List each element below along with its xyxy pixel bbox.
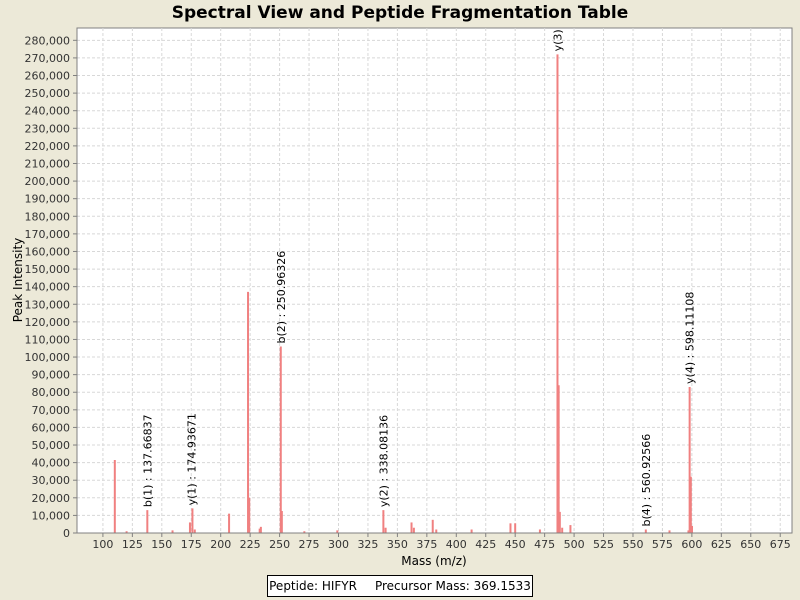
y-tick-label: 180,000 [25, 210, 71, 223]
y-tick-label: 10,000 [32, 509, 71, 522]
x-tick-label: 150 [151, 538, 172, 551]
x-tick-label: 550 [622, 538, 643, 551]
peak-label: y(1) : 174.93671 [185, 413, 198, 505]
y-tick-label: 100,000 [25, 351, 71, 364]
x-axis-label: Mass (m/z) [401, 554, 466, 568]
legend-peptide: Peptide: HIFYR [269, 579, 357, 593]
y-tick-label: 230,000 [25, 122, 71, 135]
y-tick-label: 240,000 [25, 105, 71, 118]
legend-box: Peptide: HIFYR Precursor Mass: 369.1533 [267, 575, 533, 597]
y-tick-label: 250,000 [25, 87, 71, 100]
x-tick-label: 500 [564, 538, 585, 551]
y-tick-label: 120,000 [25, 316, 71, 329]
y-tick-label: 190,000 [25, 193, 71, 206]
x-tick-label: 450 [505, 538, 526, 551]
y-tick-label: 40,000 [32, 457, 71, 470]
x-tick-label: 625 [711, 538, 732, 551]
legend-precursor-mass: Precursor Mass: 369.1533 [375, 579, 531, 593]
y-tick-label: 280,000 [25, 34, 71, 47]
y-tick-label: 200,000 [25, 175, 71, 188]
x-tick-label: 475 [534, 538, 555, 551]
y-tick-label: 160,000 [25, 245, 71, 258]
x-tick-label: 175 [181, 538, 202, 551]
y-tick-label: 270,000 [25, 52, 71, 65]
x-tick-label: 125 [122, 538, 143, 551]
x-tick-label: 225 [240, 538, 261, 551]
x-tick-label: 250 [269, 538, 290, 551]
x-tick-label: 650 [740, 538, 761, 551]
plot-area [77, 28, 792, 533]
y-tick-label: 220,000 [25, 140, 71, 153]
x-tick-label: 425 [475, 538, 496, 551]
x-tick-label: 400 [446, 538, 467, 551]
y-tick-label: 50,000 [32, 439, 71, 452]
peak-label: y(4) : 598.11108 [684, 292, 697, 384]
y-tick-label: 110,000 [25, 333, 71, 346]
y-tick-label: 210,000 [25, 157, 71, 170]
peak-label: y(2) : 338.08136 [377, 415, 390, 507]
x-tick-label: 275 [299, 538, 320, 551]
y-tick-label: 170,000 [25, 228, 71, 241]
x-tick-label: 300 [328, 538, 349, 551]
y-tick-label: 130,000 [25, 298, 71, 311]
x-tick-label: 350 [387, 538, 408, 551]
y-tick-label: 20,000 [32, 492, 71, 505]
y-tick-label: 30,000 [32, 474, 71, 487]
x-tick-label: 675 [770, 538, 791, 551]
peak-label: b(2) : 250.96326 [275, 251, 288, 344]
peak-label: b(1) : 137.66837 [141, 414, 154, 507]
y-axis-label: Peak Intensity [11, 238, 25, 323]
x-tick-label: 575 [652, 538, 673, 551]
y-tick-label: 70,000 [32, 404, 71, 417]
y-tick-label: 90,000 [32, 369, 71, 382]
y-tick-label: 0 [63, 527, 70, 540]
x-tick-label: 600 [681, 538, 702, 551]
x-tick-label: 325 [357, 538, 378, 551]
y-tick-label: 260,000 [25, 70, 71, 83]
peak-label: y(3) [551, 29, 564, 51]
y-tick-label: 80,000 [32, 386, 71, 399]
y-tick-label: 150,000 [25, 263, 71, 276]
peak-label: b(4) : 560.92566 [640, 434, 653, 527]
x-tick-label: 100 [92, 538, 113, 551]
x-tick-label: 375 [416, 538, 437, 551]
y-tick-label: 60,000 [32, 421, 71, 434]
x-tick-label: 200 [210, 538, 231, 551]
y-tick-label: 140,000 [25, 281, 71, 294]
x-tick-label: 525 [593, 538, 614, 551]
